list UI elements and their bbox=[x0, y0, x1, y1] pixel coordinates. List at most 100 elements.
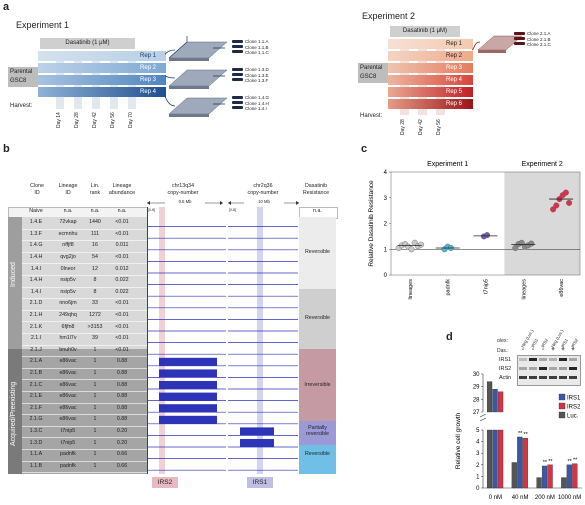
panel-letter-c: c bbox=[361, 143, 368, 155]
table-cell: 12 bbox=[92, 265, 98, 272]
significance-label: ** bbox=[548, 459, 553, 465]
data-point bbox=[484, 232, 491, 239]
exp1-rep1-label: Rep 1 bbox=[140, 53, 157, 59]
table-cell: 1 bbox=[93, 404, 97, 411]
table-cell: 1.4.H bbox=[29, 254, 43, 260]
blot-band bbox=[529, 358, 537, 361]
header-lineage-abundance: Lineage abundance bbox=[108, 183, 136, 197]
header-lineage-id: Lineage ID bbox=[58, 183, 78, 197]
y-tick-label: 3 bbox=[476, 451, 480, 457]
table-cell: 0.88 bbox=[116, 393, 128, 400]
clone-label: Clone 2.1.A bbox=[527, 31, 551, 36]
clone-label: Clone 1.1.A bbox=[245, 39, 269, 44]
table-cell: 1.1.A bbox=[29, 451, 43, 458]
resistance-block bbox=[299, 421, 336, 445]
legend-label: IRS2 bbox=[567, 405, 581, 411]
x-tick-label: t7nip5 bbox=[484, 279, 490, 294]
clone-label: Clone 2.1.C bbox=[527, 42, 551, 47]
significance-label: ** bbox=[573, 458, 578, 464]
resistance-label: Reversible bbox=[304, 249, 331, 255]
row-divider bbox=[22, 425, 147, 427]
y-tick-label: 30 bbox=[473, 372, 480, 378]
table-cell: 0.012 bbox=[115, 265, 129, 272]
data-point bbox=[550, 206, 557, 213]
blot-band bbox=[549, 376, 557, 379]
parental-line: Parental bbox=[10, 69, 33, 75]
table-cell: 1.4.H bbox=[29, 277, 43, 284]
tube-icon bbox=[232, 45, 243, 48]
exp2-label: Experiment 2 bbox=[522, 161, 563, 168]
table-cell: padnfk bbox=[60, 462, 76, 469]
significance-label: ** bbox=[543, 460, 548, 466]
table-cell: 1.3.F bbox=[29, 230, 43, 237]
table-cell: 1.3.D bbox=[29, 439, 43, 446]
track-tag: [0-8] bbox=[229, 208, 237, 212]
tube-icon bbox=[514, 32, 525, 35]
row-divider bbox=[22, 460, 147, 462]
table-cell: 111 bbox=[90, 230, 100, 237]
table-cell: 1 bbox=[93, 381, 97, 388]
table-cell: 54 bbox=[92, 254, 98, 260]
exp2-rep2-bar bbox=[388, 51, 473, 61]
scale-label-chr2: 10 Mb bbox=[244, 199, 284, 205]
row-divider bbox=[22, 263, 147, 264]
tube-icon bbox=[232, 40, 243, 43]
header-chr2: chr2q36 copy-number bbox=[247, 183, 279, 197]
tube-icon bbox=[232, 96, 243, 99]
exp2-rep4-label: Rep 4 bbox=[446, 77, 463, 83]
table-cell: 1 bbox=[93, 358, 97, 365]
blot-band bbox=[519, 358, 527, 361]
blot-drug-sign: + bbox=[571, 347, 575, 353]
row-divider bbox=[22, 333, 147, 334]
table-cell: 2.1.K bbox=[29, 323, 43, 330]
table-cell: 2.1.D bbox=[29, 300, 43, 307]
tube-icon bbox=[232, 101, 243, 104]
row-divider bbox=[22, 356, 147, 357]
blot-band bbox=[539, 376, 547, 379]
table-cell: ecmnhu bbox=[58, 230, 78, 237]
x-tick-label: Other lineages bbox=[408, 279, 414, 300]
data-point bbox=[418, 241, 425, 248]
blot-band bbox=[529, 376, 537, 379]
table-cell: 0.66 bbox=[116, 451, 128, 458]
y-tick-label: 2 bbox=[476, 463, 480, 469]
table-cell: 1 bbox=[93, 462, 97, 469]
tube-icon bbox=[514, 42, 525, 45]
data-point bbox=[528, 240, 535, 247]
data-point bbox=[566, 199, 573, 206]
exp1-rep2-bar bbox=[38, 63, 166, 73]
table-cell: 2.1.G bbox=[29, 416, 43, 423]
row-divider bbox=[22, 309, 147, 311]
blot-row1-label: o/ex: bbox=[497, 338, 508, 344]
y-tick-label: 0 bbox=[476, 486, 480, 492]
exp2-rep5-bar bbox=[388, 87, 473, 97]
y-tick-label: 28 bbox=[473, 397, 480, 403]
blot-band bbox=[559, 367, 567, 370]
resistance-naive: n.a. bbox=[313, 208, 322, 214]
header-chr13: chr13q34 copy-number bbox=[167, 183, 199, 197]
table-cell: 1.3.C bbox=[29, 428, 43, 434]
blot-row2-label: Das.: bbox=[497, 348, 509, 354]
naive-lineage: n.a. bbox=[63, 208, 73, 214]
exp1-parental-box: Parental GSC8 bbox=[8, 67, 38, 87]
table-cell: e86vac bbox=[59, 416, 77, 423]
resistance-label: Reversible bbox=[304, 315, 331, 321]
y-tick-label: 4 bbox=[476, 440, 480, 446]
table-cell: 1.4.I bbox=[30, 265, 42, 272]
naive-clone: Naive bbox=[29, 208, 43, 214]
x-tick-label: 40 nM bbox=[512, 495, 529, 501]
table-cell: e86vac bbox=[59, 381, 77, 388]
data-point bbox=[512, 244, 519, 251]
blot-band bbox=[569, 358, 577, 361]
clone-label: Clone 2.1.B bbox=[527, 36, 551, 42]
cn-amplification bbox=[159, 404, 217, 413]
bar bbox=[492, 389, 498, 413]
y-tick-label: 2 bbox=[384, 222, 388, 228]
bar bbox=[566, 464, 572, 489]
blot-band-label: IRS1 bbox=[499, 357, 512, 363]
exp2-rep5-label: Rep 5 bbox=[446, 89, 463, 95]
table-cell: 1 bbox=[93, 451, 97, 458]
y-tick-label: 1 bbox=[384, 247, 388, 253]
induced-group-bar bbox=[8, 217, 22, 349]
blot-band bbox=[529, 367, 537, 370]
